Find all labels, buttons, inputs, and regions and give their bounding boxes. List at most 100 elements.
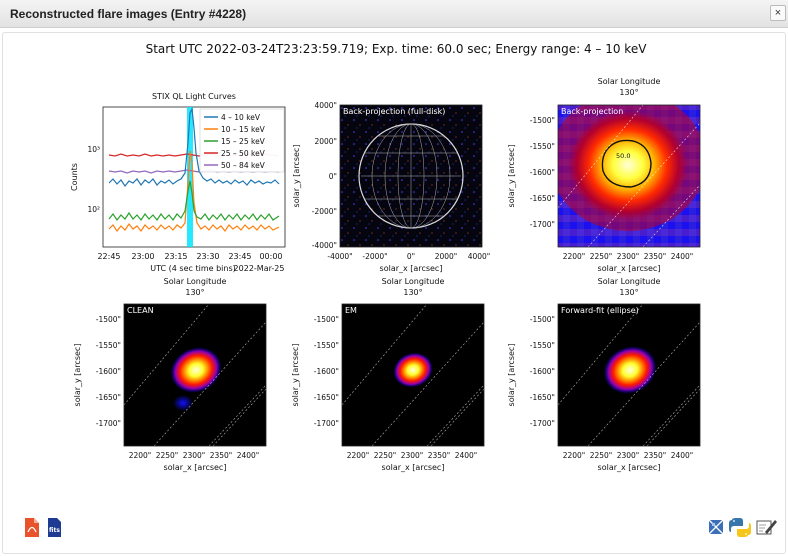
y-tick-label: -1550": [314, 341, 339, 350]
lightcurve-ylabel: Counts: [70, 163, 79, 191]
map-ylabel: solar_y [arcsec]: [73, 344, 82, 407]
x-tick-label: 23:30: [196, 252, 219, 261]
top-axis-label: Solar Longitude: [598, 277, 661, 286]
y-tick-label: -1550": [96, 341, 121, 350]
x-tick-label: 2350": [210, 451, 233, 460]
x-tick-label: 2400": [455, 451, 478, 460]
y-tick-label: -1550": [530, 341, 555, 350]
window-titlebar: Reconstructed flare images (Entry #4228)…: [0, 0, 788, 28]
x-tick-label: 2300": [183, 451, 206, 460]
x-tick-label: 00:00: [259, 252, 282, 261]
x-tick-label: -4000": [327, 252, 352, 261]
y-tick-label: -1700": [530, 419, 555, 428]
figure-suptitle: Start UTC 2022-03-24T23:23:59.719; Exp. …: [146, 42, 648, 56]
y-tick-label: -1550": [530, 142, 555, 151]
x-tick-label: 2300": [617, 451, 640, 460]
lightcurve-panel: STIX QL Light Curves 4 – 10 ke: [70, 92, 286, 273]
y-tick-label: -1500": [530, 116, 555, 125]
x-tick-label: 2200": [563, 451, 586, 460]
x-tick-label: 2200": [129, 451, 152, 460]
y-tick-label: -4000": [312, 241, 337, 250]
lightcurve-legend: 4 – 10 keV 10 – 15 keV 15 – 25 keV 25 – …: [199, 108, 285, 173]
x-tick-label: 23:15: [164, 252, 187, 261]
legend-entry: 10 – 15 keV: [221, 125, 266, 134]
clean-panel: Solar Longitude 130° CLEAN -1500" -1550"…: [73, 277, 267, 472]
y-tick-label: -1500": [96, 315, 121, 324]
y-tick-label: -1600": [96, 367, 121, 376]
top-axis-label: Solar Longitude: [164, 277, 227, 286]
y-tick-label: -2000": [312, 207, 337, 216]
top-tick-label: 130°: [185, 288, 204, 297]
y-tick-label: -1650": [314, 393, 339, 402]
lightcurve-xlabel-date: 2022-Mar-25: [234, 264, 285, 273]
x-tick-label: 2200": [563, 252, 586, 261]
x-tick-label: 2000": [435, 252, 458, 261]
y-tick-label: -1700": [314, 419, 339, 428]
x-tick-label: 4000": [468, 252, 491, 261]
y-tick-label: -1600": [530, 367, 555, 376]
x-tick-label: 22:45: [97, 252, 120, 261]
x-tick-label: 2300": [401, 451, 424, 460]
y-tick-label: -1650": [530, 393, 555, 402]
map-ylabel: solar_y [arcsec]: [507, 145, 516, 208]
x-tick-label: 2200": [347, 451, 370, 460]
y-tick-label: 10²: [87, 205, 100, 214]
legend-entry: 4 – 10 keV: [221, 113, 261, 122]
em-panel: Solar Longitude 130° EM -1500" -1550" -1…: [291, 277, 485, 472]
y-tick-label: 2000": [314, 137, 337, 146]
y-tick-label: -1500": [314, 315, 339, 324]
y-tick-label: -1600": [314, 367, 339, 376]
y-tick-label: 0": [329, 172, 337, 181]
map-ylabel: solar_y [arcsec]: [507, 344, 516, 407]
python-icon[interactable]: [729, 518, 751, 537]
fulldisk-panel: Back-projection (full-disk) 4000" 2000" …: [292, 101, 490, 273]
top-tick-label: 130°: [619, 288, 638, 297]
backprojection-panel: Solar Longitude 130° Back-projection 50.…: [507, 77, 701, 273]
lightcurve-xlabel: UTC (4 sec time bins): [150, 264, 235, 273]
y-tick-label: -1500": [530, 315, 555, 324]
y-tick-label: -1650": [530, 194, 555, 203]
top-tick-label: 130°: [619, 88, 638, 97]
map-xlabel: solar_x [arcsec]: [164, 463, 227, 472]
contour-label: 50.0: [616, 152, 630, 160]
x-tick-label: 2250": [590, 451, 613, 460]
edit-icon[interactable]: [756, 520, 777, 535]
x-tick-label: 0": [407, 252, 415, 261]
top-axis-label: Solar Longitude: [382, 277, 445, 286]
panel-label: CLEAN: [127, 306, 154, 315]
panel-label: Back-projection: [561, 107, 623, 116]
x-tick-label: 2350": [644, 451, 667, 460]
window-title: Reconstructed flare images (Entry #4228): [10, 7, 247, 21]
lightcurve-title: STIX QL Light Curves: [152, 92, 236, 101]
x-tick-label: -2000": [362, 252, 387, 261]
x-tick-label: 2400": [671, 451, 694, 460]
x-tick-label: 2400": [671, 252, 694, 261]
x-tick-label: 2400": [237, 451, 260, 460]
fulldisk-label: Back-projection (full-disk): [343, 107, 445, 116]
pdf-download-icon[interactable]: [25, 518, 39, 537]
x-tick-label: 2300": [617, 252, 640, 261]
x-tick-label: 2250": [156, 451, 179, 460]
fulldisk-ylabel: solar_y [arcsec]: [292, 145, 301, 208]
mosaic-icon[interactable]: [708, 519, 724, 535]
map-xlabel: solar_x [arcsec]: [382, 463, 445, 472]
y-tick-label: -1700": [530, 220, 555, 229]
legend-entry: 15 – 25 keV: [221, 137, 266, 146]
forwardfit-panel: Solar Longitude 130° Forward-fit (ellips…: [507, 277, 701, 472]
fits-download-icon[interactable]: fits: [48, 518, 61, 537]
top-tick-label: 130°: [403, 288, 422, 297]
legend-entry: 25 – 50 keV: [221, 149, 266, 158]
y-tick-label: 4000": [314, 101, 337, 110]
fits-label: fits: [49, 527, 60, 534]
x-tick-label: 2350": [428, 451, 451, 460]
y-tick-label: -1600": [530, 168, 555, 177]
y-tick-label: 10³: [87, 145, 100, 154]
map-xlabel: solar_x [arcsec]: [598, 264, 661, 273]
legend-entry: 50 – 84 keV: [221, 161, 266, 170]
map-xlabel: solar_x [arcsec]: [598, 463, 661, 472]
dialog-content: Start UTC 2022-03-24T23:23:59.719; Exp. …: [2, 32, 786, 554]
x-tick-label: 2250": [590, 252, 613, 261]
top-axis-label: Solar Longitude: [598, 77, 661, 86]
close-button[interactable]: ×: [770, 5, 786, 21]
panel-label: Forward-fit (ellipse): [561, 306, 639, 315]
